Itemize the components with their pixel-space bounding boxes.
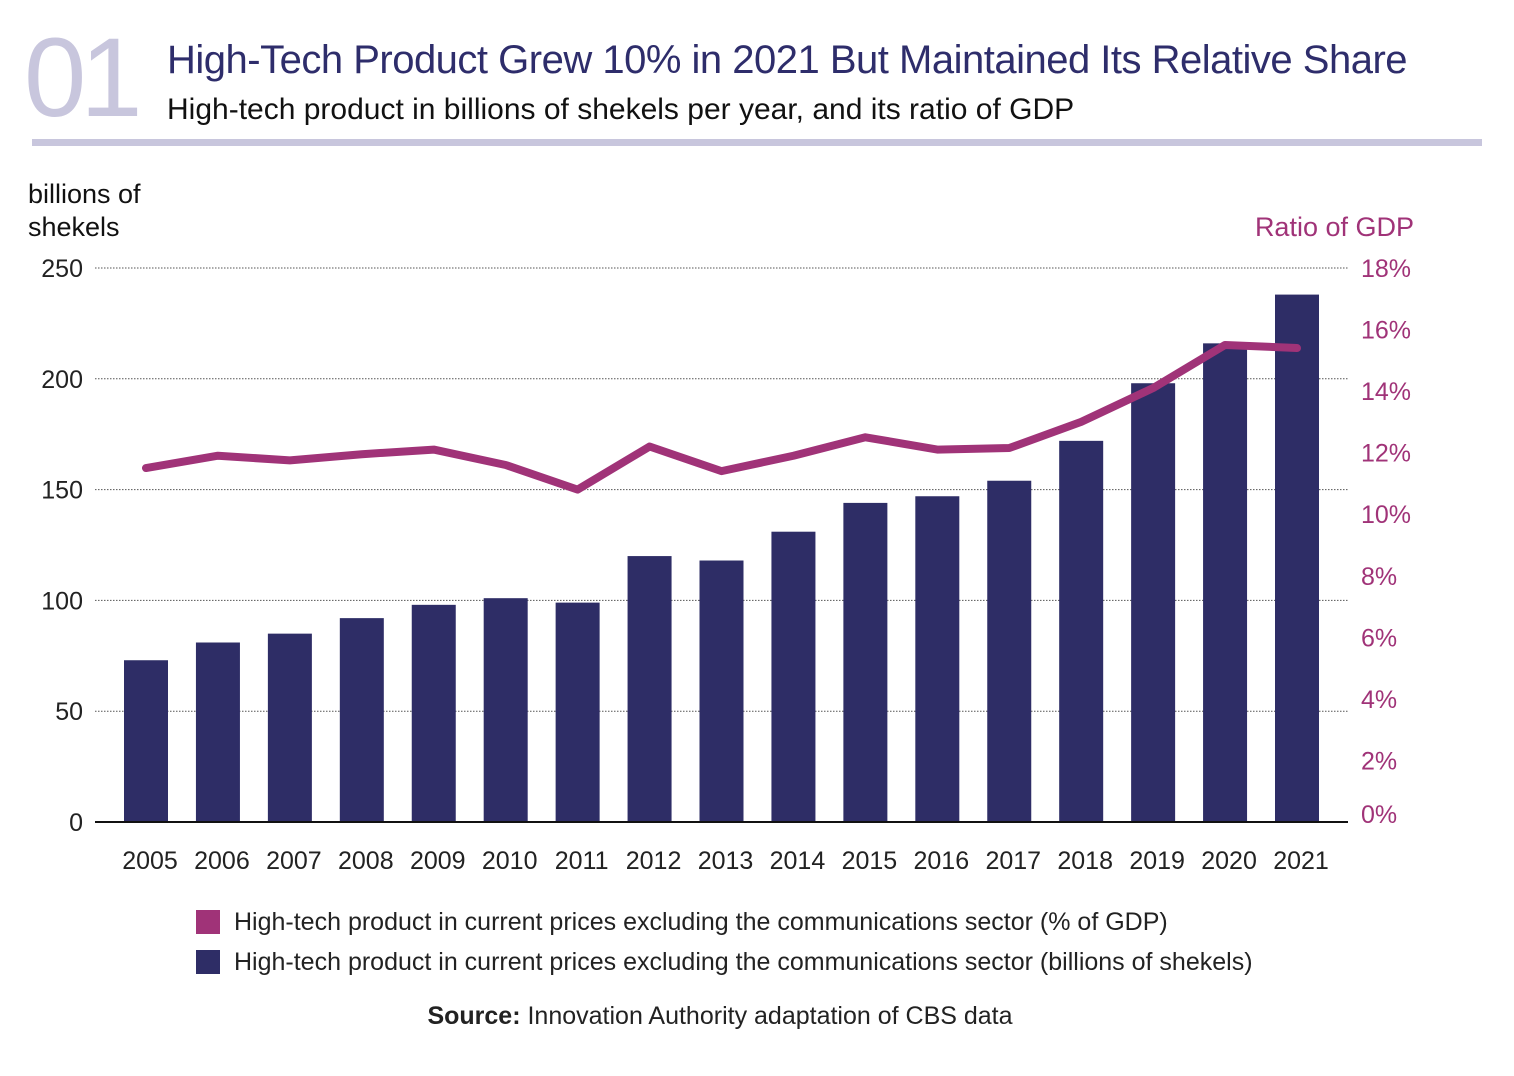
legend-label-bar: High-tech product in current prices excl… <box>234 947 1253 976</box>
bar <box>987 480 1032 822</box>
legend-item-line: High-tech product in current prices excl… <box>196 902 1253 942</box>
bar <box>411 604 456 822</box>
x-tick-label: 2020 <box>1201 847 1257 875</box>
y-tick-label: 150 <box>41 477 83 505</box>
y-tick-label: 250 <box>41 255 83 283</box>
bar <box>267 633 312 822</box>
y2-tick-label: 14% <box>1361 378 1411 406</box>
x-tick-label: 2012 <box>626 847 682 875</box>
bar <box>483 598 528 822</box>
y-tick-label: 200 <box>41 366 83 394</box>
legend-swatch-bar <box>196 950 220 974</box>
source-text: Innovation Authority adaptation of CBS d… <box>520 1002 1013 1030</box>
y2-tick-label: 4% <box>1361 686 1397 714</box>
x-tick-label: 2017 <box>985 847 1041 875</box>
bar <box>555 602 600 822</box>
source-note: Source: Innovation Authority adaptation … <box>0 1002 1440 1031</box>
bar <box>1275 294 1319 822</box>
y-tick-label: 50 <box>55 698 83 726</box>
bar <box>843 502 888 822</box>
y2-tick-label: 8% <box>1361 563 1397 591</box>
legend-swatch-line <box>196 910 220 934</box>
bar <box>1203 343 1248 822</box>
bar <box>771 531 816 822</box>
y2-axis-label: Ratio of GDP <box>1254 212 1414 242</box>
legend-item-bar: High-tech product in current prices excl… <box>196 942 1253 982</box>
bar <box>124 660 168 822</box>
y-axis-label: billions of shekels <box>28 179 141 242</box>
y2-tick-label: 18% <box>1361 255 1411 283</box>
y2-tick-label: 2% <box>1361 747 1397 775</box>
x-tick-label: 2010 <box>482 847 538 875</box>
x-tick-label: 2021 <box>1273 847 1329 875</box>
ratio-line <box>142 340 1301 494</box>
x-tick-label: 2008 <box>338 847 394 875</box>
page-subtitle: High-tech product in billions of shekels… <box>167 93 1075 126</box>
y2-tick-label: 10% <box>1361 501 1411 529</box>
x-tick-label: 2007 <box>266 847 322 875</box>
x-tick-label: 2005 <box>122 847 178 875</box>
x-tick-label: 2011 <box>555 847 609 875</box>
bar <box>1059 440 1104 822</box>
title-divider <box>32 139 1482 146</box>
legend-label-line: High-tech product in current prices excl… <box>234 907 1168 936</box>
x-tick-label: 2016 <box>914 847 970 875</box>
bar <box>1131 383 1176 822</box>
bar <box>339 618 384 822</box>
legend: High-tech product in current prices excl… <box>196 902 1253 982</box>
source-label: Source: <box>427 1002 521 1030</box>
bar <box>699 560 744 822</box>
x-tick-label: 2009 <box>410 847 466 875</box>
y-tick-label: 100 <box>41 587 83 615</box>
x-tick-label: 2015 <box>842 847 898 875</box>
y-tick-label: 0 <box>69 809 83 837</box>
x-tick-label: 2018 <box>1057 847 1113 875</box>
x-tick-label: 2013 <box>698 847 754 875</box>
x-tick-label: 2014 <box>770 847 826 875</box>
y2-tick-label: 6% <box>1361 624 1397 652</box>
y2-tick-label: 12% <box>1361 440 1411 468</box>
x-tick-label: 2006 <box>194 847 250 875</box>
bar <box>915 496 960 822</box>
y2-tick-label: 16% <box>1361 317 1411 345</box>
chart-number: 01 <box>24 15 143 140</box>
page-title: High-Tech Product Grew 10% in 2021 But M… <box>167 38 1408 82</box>
y2-tick-label: 0% <box>1361 801 1397 829</box>
bar <box>195 642 240 822</box>
bar <box>627 556 672 822</box>
x-tick-label: 2019 <box>1129 847 1185 875</box>
